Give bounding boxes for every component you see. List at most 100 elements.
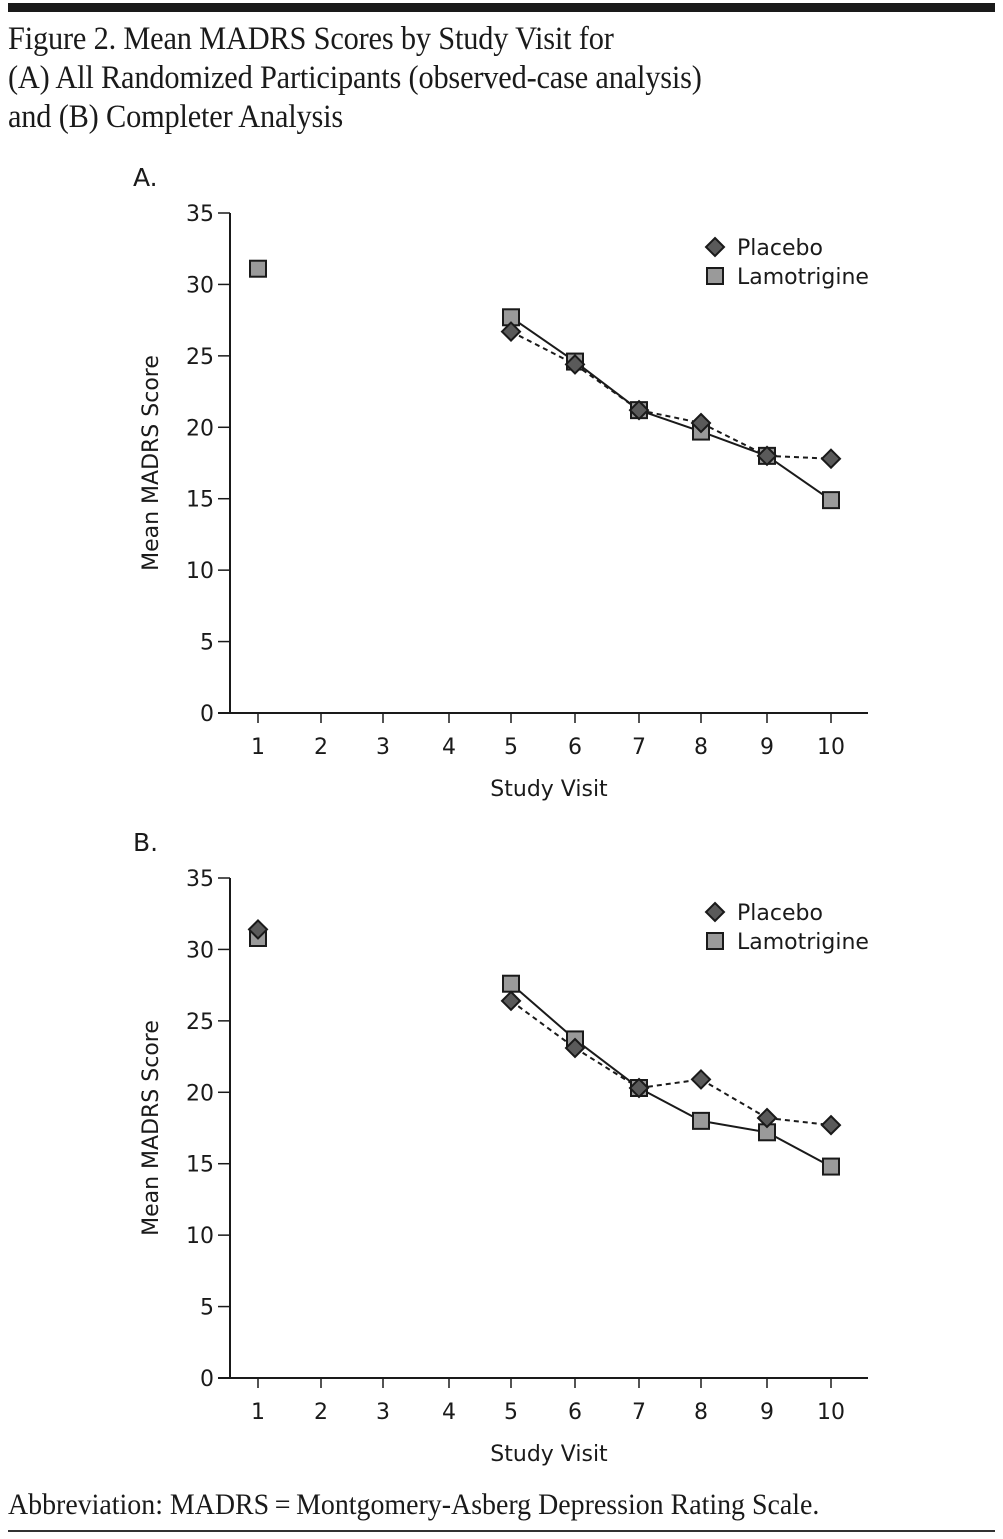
series-segment	[638, 409, 702, 433]
y-tick-label: 15	[186, 1153, 214, 1178]
lamotrigine-point	[249, 259, 267, 278]
legend-label-lamotrigine: Lamotrigine	[737, 265, 869, 290]
y-tick-label: 0	[200, 702, 214, 727]
series-segment	[510, 982, 576, 1041]
series-segment	[700, 1078, 768, 1119]
y-tick-label: 30	[186, 938, 214, 963]
x-tick-label: 2	[314, 735, 328, 760]
series-segment	[766, 1117, 832, 1127]
placebo-point	[820, 1114, 842, 1136]
x-tick-label: 6	[568, 1400, 582, 1425]
x-tick-label: 1	[251, 735, 265, 760]
y-axis-label: Mean MADRS Score	[139, 355, 164, 571]
legend-marker-placebo	[704, 236, 726, 258]
x-tick-label: 9	[760, 735, 774, 760]
legend-label-placebo: Placebo	[737, 236, 823, 261]
panel-label: A.	[133, 163, 158, 192]
x-tick-label: 6	[568, 735, 582, 760]
lamotrigine-point	[822, 1157, 840, 1176]
x-tick-label: 9	[760, 1400, 774, 1425]
y-tick-label: 35	[186, 202, 214, 227]
x-tick-label: 5	[504, 1400, 518, 1425]
bottom-rule	[8, 1530, 995, 1532]
legend-marker-lamotrigine	[706, 267, 724, 285]
series-markers-lamotrigine	[249, 929, 840, 1176]
series-segment	[574, 360, 640, 411]
placebo-point	[690, 412, 712, 434]
x-tick-label: 3	[376, 1400, 390, 1425]
lamotrigine-point	[822, 491, 840, 510]
placebo-point	[247, 919, 269, 940]
placebo-point	[628, 399, 650, 421]
legend-label-lamotrigine: Lamotrigine	[737, 930, 869, 955]
x-tick-label: 7	[632, 735, 646, 760]
y-tick-label: 10	[186, 559, 214, 584]
y-tick-label: 10	[186, 1224, 214, 1249]
x-tick-label: 4	[442, 735, 456, 760]
placebo-point	[500, 990, 522, 1012]
lamotrigine-point	[502, 974, 520, 993]
y-tick-label: 20	[186, 416, 214, 441]
x-axis-label: Study Visit	[490, 1442, 608, 1467]
series-segment	[700, 422, 768, 457]
series-segment	[638, 409, 702, 424]
placebo-point	[564, 1037, 586, 1059]
x-tick-label: 4	[442, 1400, 456, 1425]
series-segment	[510, 316, 576, 363]
series-segment	[638, 1087, 702, 1122]
x-tick-label: 1	[251, 1400, 265, 1425]
x-tick-label: 2	[314, 1400, 328, 1425]
x-tick-label: 5	[504, 735, 518, 760]
y-tick-label: 25	[186, 1010, 214, 1035]
series-segment	[766, 1131, 832, 1168]
y-tick-label: 5	[200, 631, 214, 656]
figure-title-line-1: Figure 2. Mean MADRS Scores by Study Vis…	[8, 21, 614, 57]
figure-title: Figure 2. Mean MADRS Scores by Study Vis…	[8, 20, 919, 137]
series-markers-placebo	[500, 321, 842, 470]
series-segment	[700, 430, 768, 457]
series-segment	[510, 1000, 576, 1049]
x-tick-label: 7	[632, 1400, 646, 1425]
series-markers-lamotrigine	[249, 259, 840, 510]
placebo-point	[690, 1069, 712, 1090]
series-segment	[766, 454, 832, 460]
chart-panel-b: B. 0 5 10 15 20 25 30 35 1 2 3 4 5 6 7 8 9 10 Study Visit Me…	[133, 828, 869, 1467]
series-line-lamotrigine	[510, 316, 832, 501]
legend-marker-lamotrigine	[706, 932, 724, 950]
series-segment	[700, 1119, 768, 1134]
x-tick-label: 8	[694, 735, 708, 760]
x-tick-label: 3	[376, 735, 390, 760]
series-segment	[574, 1038, 640, 1089]
panel-label: B.	[133, 828, 158, 857]
y-tick-label: 25	[186, 345, 214, 370]
figure-title-line-2: (A) All Randomized Participants (observe…	[8, 60, 702, 96]
legend: Placebo Lamotrigine	[704, 901, 869, 955]
y-axis-label: Mean MADRS Score	[139, 1020, 164, 1236]
legend-label-placebo: Placebo	[737, 901, 823, 926]
legend-marker-placebo	[704, 901, 726, 923]
series-segment	[638, 1078, 702, 1089]
series-markers-placebo	[247, 919, 842, 1136]
placebo-point	[564, 354, 586, 375]
y-tick-label: 30	[186, 273, 214, 298]
series-segment	[510, 330, 576, 366]
series-segment	[574, 1047, 640, 1089]
placebo-point	[628, 1077, 650, 1099]
series-line-lamotrigine	[510, 982, 832, 1168]
y-tick-label: 5	[200, 1296, 214, 1321]
y-tick-label: 15	[186, 488, 214, 513]
placebo-point	[756, 445, 778, 467]
chart-panel-a: A. 0 5 10 15 20 25 30 35 1 2 3 4 5 6 7 8 9 10 Study Visit Me…	[133, 163, 869, 802]
y-tick-label: 20	[186, 1081, 214, 1106]
y-tick-label: 0	[200, 1367, 214, 1392]
x-tick-label: 10	[817, 735, 845, 760]
series-line-placebo	[510, 1000, 832, 1127]
y-tick-label: 35	[186, 867, 214, 892]
series-segment	[766, 455, 832, 501]
figure-footnote: Abbreviation: MADRS = Montgomery-Asberg …	[8, 1488, 820, 1521]
x-axis-label: Study Visit	[490, 777, 608, 802]
lamotrigine-point	[692, 1111, 710, 1130]
figure-title-line-3: and (B) Completer Analysis	[8, 99, 344, 135]
legend: Placebo Lamotrigine	[704, 236, 869, 290]
top-rule	[8, 3, 995, 12]
